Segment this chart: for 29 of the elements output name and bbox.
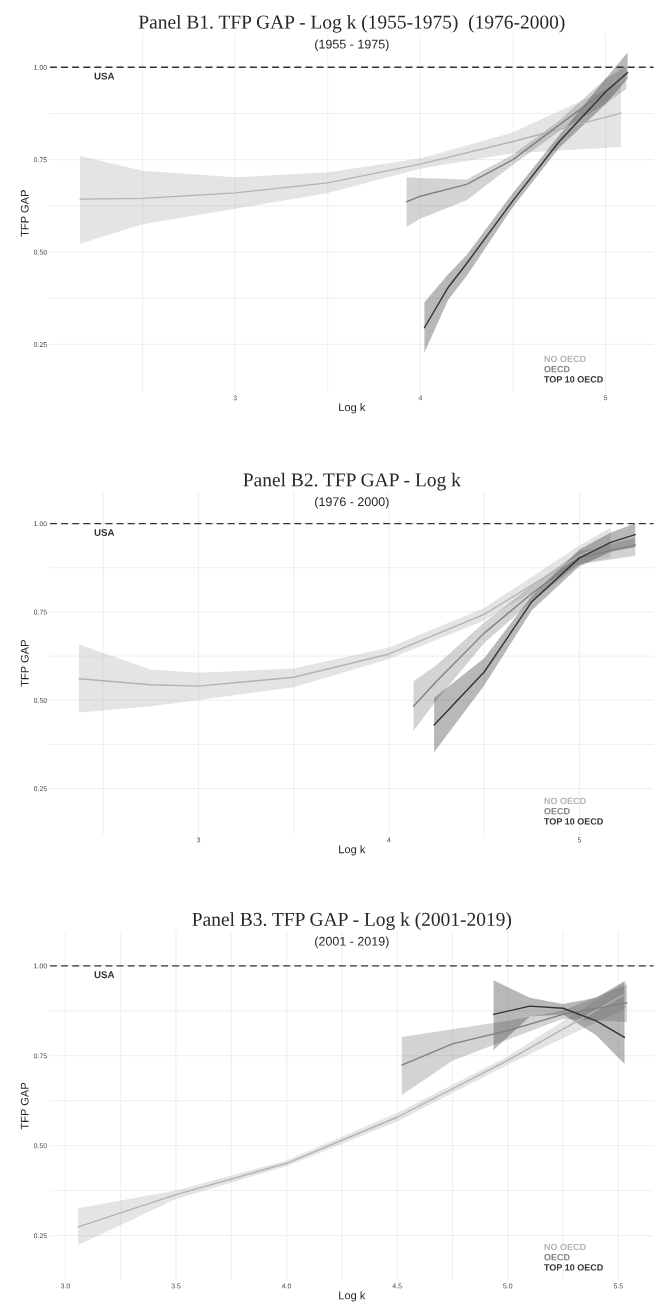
x-axis-title: Log k <box>339 403 366 414</box>
x-axis-title: Log k <box>339 845 366 856</box>
y-axis-title: TFP GAP <box>20 1082 29 1130</box>
text: NO OECD <box>544 797 586 805</box>
chart-subtitle: (1955 - 1975) <box>315 39 389 52</box>
chart-title: Panel B3. TFP GAP - Log k (2001-2019) <box>192 912 512 930</box>
x-axis-title: Log k <box>339 1291 366 1302</box>
text: TOP 10 OECD <box>544 818 603 825</box>
text: NO OECD <box>544 355 586 363</box>
line-series <box>412 544 636 707</box>
annotation: USA <box>94 971 115 979</box>
text: NO OECD <box>544 1243 586 1251</box>
chart-title: Panel B1. TFP GAP - Log k (1955-1975) (1976-2000) <box>138 14 565 33</box>
chart-subtitle: (2001 - 2019) <box>315 936 389 949</box>
text: OECD <box>544 1254 570 1261</box>
y-axis-title: TFP GAP <box>20 640 29 687</box>
line-series <box>79 112 622 200</box>
line-series <box>401 1002 628 1066</box>
chart-title: Panel B2. TFP GAP - Log k <box>243 472 461 491</box>
line-series <box>405 73 627 203</box>
y-axis-title: TFP GAP <box>20 190 29 237</box>
line-series <box>492 1005 626 1039</box>
text: OECD <box>544 807 570 815</box>
chart-subtitle: (1976 - 2000) <box>315 496 389 509</box>
annotation: USA <box>94 72 115 80</box>
text: TOP 10 OECD <box>544 376 603 383</box>
annotation: USA <box>94 529 115 536</box>
text: OECD <box>544 365 570 373</box>
text: TOP 10 OECD <box>544 1264 603 1271</box>
